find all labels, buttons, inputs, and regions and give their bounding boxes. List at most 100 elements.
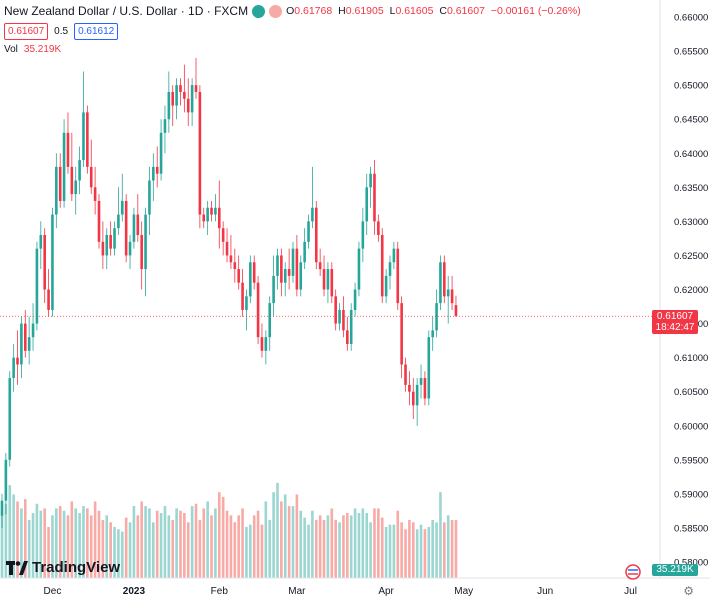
volume-bar [31, 513, 35, 578]
volume-bar [384, 526, 388, 578]
close-value: 0.61607 [446, 5, 485, 17]
volume-bar [346, 513, 349, 578]
candle-body [210, 207, 213, 215]
candle-body [117, 214, 120, 229]
candle-body [311, 207, 314, 222]
gear-icon[interactable]: ⚙ [683, 584, 694, 598]
volume-bar [55, 508, 58, 578]
candle-body [349, 309, 353, 344]
candle-body [338, 309, 341, 324]
candle-body [342, 309, 345, 331]
candle-body [136, 214, 140, 235]
price-tick-label: 0.62500 [674, 251, 708, 262]
volume-bar [396, 510, 400, 578]
candle-body [20, 323, 23, 365]
volume-bar [357, 513, 361, 578]
volume-bar [431, 520, 434, 578]
candle-body [260, 337, 264, 351]
volume-bar [194, 503, 198, 578]
volume-bar [186, 522, 190, 578]
candle-body [113, 228, 116, 249]
candle-body [439, 262, 442, 304]
spread-value: 0.5 [54, 26, 69, 37]
volume-bar [280, 501, 283, 578]
candle-body [214, 207, 217, 215]
volume-bar [446, 515, 450, 578]
symbol-title[interactable]: New Zealand Dollar / U.S. Dollar · 1D · … [4, 4, 249, 18]
candle-body [245, 296, 248, 310]
volume-bar [380, 517, 384, 578]
volume-bar [233, 522, 237, 578]
candle-body [93, 187, 97, 201]
candle-body [241, 282, 244, 310]
candle-body [144, 214, 147, 270]
candle-body [155, 166, 159, 174]
volume-bar [318, 515, 322, 578]
candle-body [190, 85, 194, 113]
volume-bar [388, 524, 392, 578]
volume-bar [101, 520, 105, 578]
volume-bar [20, 508, 23, 578]
ohlc-values: O0.61768 H0.61905 L0.61605 C0.61607 −0.0… [286, 5, 584, 17]
volume-bar [210, 515, 213, 578]
price-tick-label: 0.60500 [674, 387, 708, 398]
candle-body [221, 228, 225, 242]
volume-bar [439, 492, 442, 578]
price-tick-label: 0.58500 [674, 523, 708, 534]
volume-bar [330, 508, 334, 578]
volume-bar [155, 510, 159, 578]
price-tick-label: 0.59000 [674, 489, 708, 500]
volume-bar [415, 529, 419, 578]
candle-body [105, 235, 109, 256]
price-tick-label: 0.59500 [674, 455, 708, 466]
compare-icon[interactable] [269, 4, 283, 18]
candle-body [295, 248, 299, 290]
candle-body [55, 166, 58, 215]
eye-icon[interactable] [252, 4, 266, 18]
volume-bar [39, 510, 43, 578]
candle-body [318, 262, 322, 270]
volume-bar [307, 524, 310, 578]
price-axis: 0.66000 0.65500 0.65000 0.64500 0.64000 0.635… [674, 13, 708, 569]
candle-body [16, 357, 19, 365]
volume-bar [217, 492, 221, 578]
volume-bar [260, 524, 264, 578]
candle-body [411, 391, 415, 406]
volume-bar [276, 482, 279, 578]
candle-body [51, 214, 54, 310]
candle-body [423, 378, 427, 399]
candle-body [237, 269, 240, 283]
tradingview-logo[interactable]: TradingView [6, 559, 120, 576]
symbol-legend: New Zealand Dollar / U.S. Dollar · 1D · … [4, 4, 584, 18]
candle-body [27, 337, 31, 351]
candlestick-series [0, 57, 458, 528]
sell-button[interactable]: 0.61607 [4, 23, 49, 40]
volume-bar [295, 494, 299, 578]
candle-body [443, 262, 446, 297]
volume-bar [89, 515, 93, 578]
volume-bar [198, 520, 202, 578]
candle-body [450, 289, 454, 304]
volume-bars [0, 482, 458, 578]
candle-body [287, 269, 291, 276]
candle-body [404, 364, 407, 385]
volume-bar [12, 494, 15, 578]
candle-body [159, 132, 163, 174]
candle-body [171, 91, 175, 106]
volume-label[interactable]: Vol [4, 44, 18, 55]
volume-bar [206, 501, 209, 578]
volume-bar [353, 508, 357, 578]
volume-bar [82, 506, 85, 578]
flag-icon[interactable] [622, 564, 644, 580]
candle-body [357, 248, 361, 290]
candle-body [307, 221, 310, 242]
volume-bar [361, 508, 365, 578]
candle-body [152, 166, 155, 181]
buy-button[interactable]: 0.61612 [74, 23, 119, 40]
trade-buttons: 0.61607 0.5 0.61612 [4, 23, 124, 40]
candle-body [66, 132, 70, 167]
bar-countdown: 18:42:47 [655, 322, 695, 334]
candle-body [454, 305, 458, 317]
candle-body [0, 500, 4, 516]
